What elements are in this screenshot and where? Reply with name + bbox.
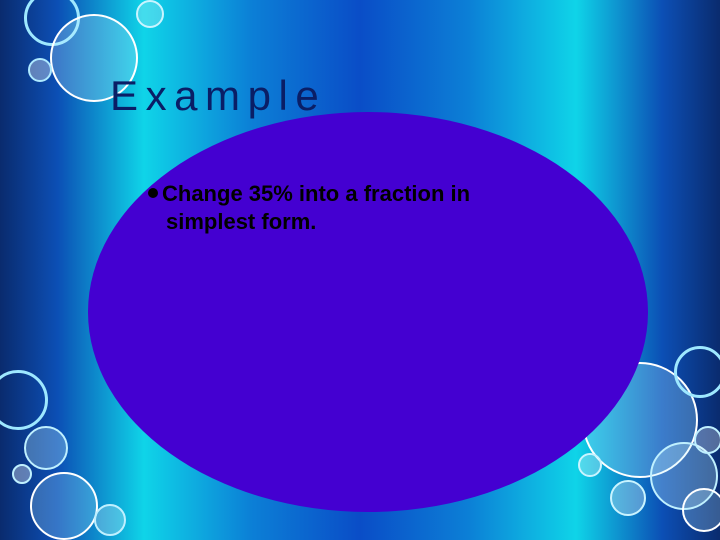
bullet-icon [148, 188, 158, 198]
body-line-2: simplest form. [166, 209, 316, 234]
bubble-icon [610, 480, 646, 516]
body-line-1: Change 35% into a fraction in [162, 181, 470, 206]
bubble-icon [30, 472, 98, 540]
bubble-icon [578, 453, 602, 477]
content-ellipse [88, 112, 648, 512]
slide-title: Example [110, 72, 326, 120]
bubble-icon [94, 504, 126, 536]
bubble-icon [28, 58, 52, 82]
bubble-icon [12, 464, 32, 484]
slide-body: Change 35% into a fraction in simplest f… [148, 180, 470, 236]
bubble-icon [24, 426, 68, 470]
bubble-icon [674, 346, 720, 398]
bubble-icon [136, 0, 164, 28]
bubble-icon [694, 426, 720, 454]
bubble-icon [682, 488, 720, 532]
bubble-icon [0, 370, 48, 430]
